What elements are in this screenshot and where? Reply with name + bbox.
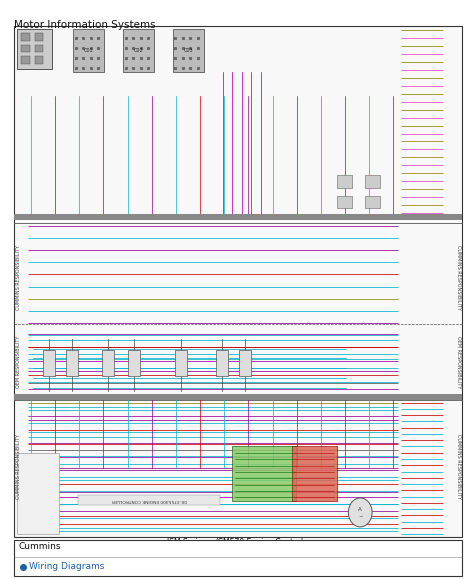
Bar [21, 33, 30, 41]
Text: CUMMINS RESPONSIBILITY: CUMMINS RESPONSIBILITY [16, 434, 20, 499]
Bar [232, 446, 296, 501]
Bar [21, 56, 30, 64]
Bar [43, 350, 55, 376]
Bar [17, 453, 59, 534]
Bar [239, 350, 251, 376]
Text: Wiring Diagrams: Wiring Diagrams [29, 562, 105, 571]
Text: OEM RESPONSIBILITY: OEM RESPONSIBILITY [16, 336, 20, 388]
Bar [365, 175, 380, 188]
Bar [35, 45, 43, 52]
Bar [292, 446, 337, 501]
Bar [14, 214, 462, 220]
Text: C01: C01 [84, 48, 94, 53]
Text: CUMMINS RESPONSIBILITY: CUMMINS RESPONSIBILITY [16, 245, 20, 310]
Text: OEM RESPONSIBILITY: OEM RESPONSIBILITY [456, 336, 461, 388]
Bar [66, 350, 78, 376]
Bar [21, 45, 30, 52]
Bar [78, 495, 220, 505]
Text: C03: C03 [183, 48, 193, 53]
Text: 00-3755400 ENGINE CONTROLLER: 00-3755400 ENGINE CONTROLLER [112, 499, 187, 502]
Bar [73, 29, 104, 72]
Bar [175, 350, 187, 376]
Text: CUMMINS RESPONSIBILITY: CUMMINS RESPONSIBILITY [456, 245, 461, 310]
Bar [123, 29, 154, 72]
Bar [173, 29, 204, 72]
Circle shape [348, 498, 372, 527]
Bar [35, 56, 43, 64]
Bar [35, 33, 43, 41]
Bar [14, 26, 462, 537]
Text: ~: ~ [358, 515, 363, 519]
Text: Cummins: Cummins [19, 542, 62, 551]
Bar [216, 350, 228, 376]
Text: C02: C02 [134, 48, 144, 53]
Bar [17, 29, 52, 69]
Text: ISM Series w/CM570 Engine Controls: ISM Series w/CM570 Engine Controls [167, 538, 307, 548]
Bar [337, 175, 352, 188]
Bar [102, 350, 114, 376]
Text: A: A [358, 507, 362, 512]
Bar [337, 196, 352, 208]
Bar [128, 350, 140, 376]
Bar [14, 394, 462, 400]
Text: CUMMINS RESPONSIBILITY: CUMMINS RESPONSIBILITY [456, 434, 461, 499]
Bar [365, 196, 380, 208]
Bar [14, 540, 462, 576]
Text: Motor Information Systems: Motor Information Systems [14, 20, 156, 30]
